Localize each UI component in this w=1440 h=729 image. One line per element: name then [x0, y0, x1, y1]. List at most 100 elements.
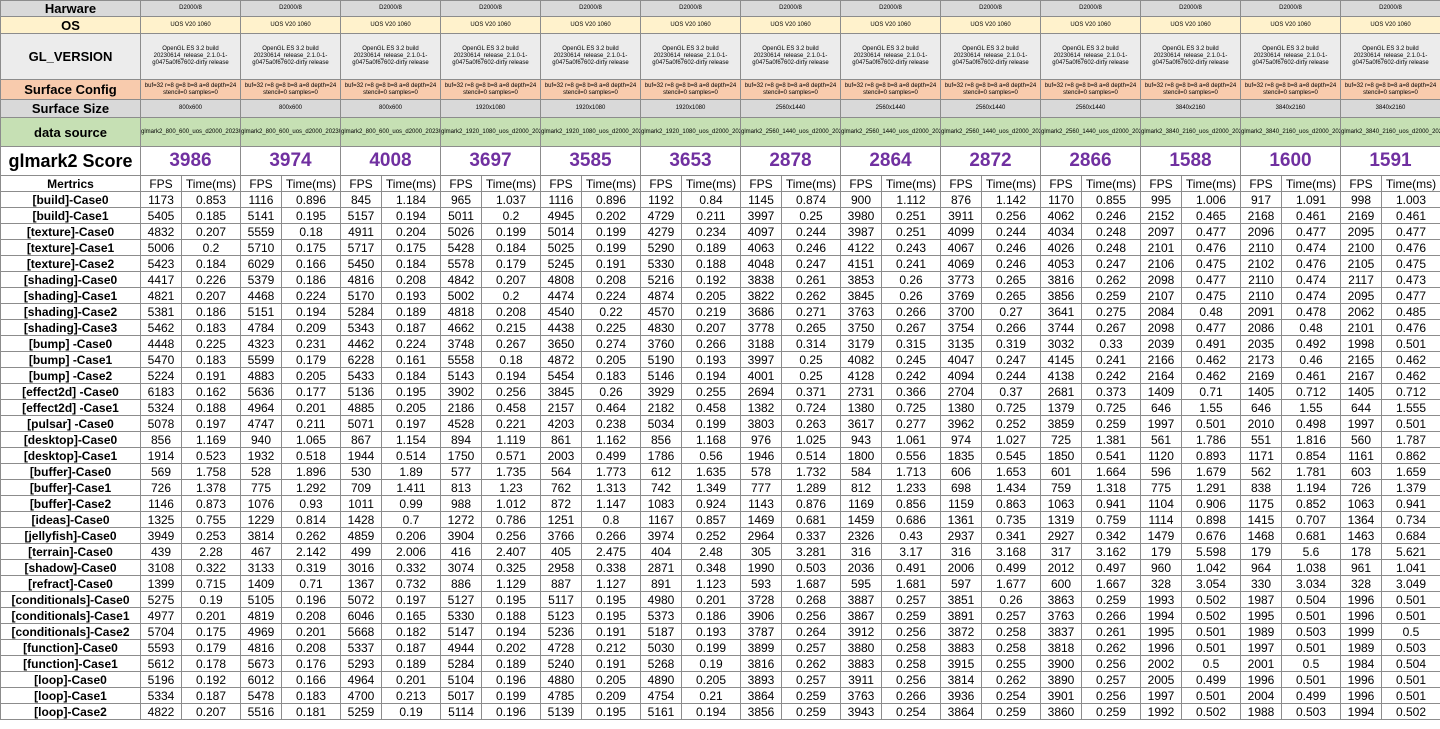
fps-value: 646 [1140, 399, 1182, 416]
fps-value: 4528 [440, 415, 482, 432]
gl-version-cell: OpenGL ES 3.2 build 20230614_release_2.1… [340, 33, 441, 80]
fps-value: 328 [1340, 575, 1382, 592]
fps-value: 606 [940, 463, 982, 480]
fps-value: 4980 [640, 591, 682, 608]
surface-size-cell: 800x600 [140, 99, 241, 118]
time-value: 0.209 [281, 319, 341, 336]
fps-value: 1143 [740, 495, 782, 512]
time-value: 0.501 [1381, 687, 1440, 704]
time-value: 0.475 [1181, 255, 1241, 272]
fps-value: 917 [1240, 191, 1282, 208]
time-value: 0.514 [381, 447, 441, 464]
time-value: 5.621 [1381, 543, 1440, 560]
fps-value: 2105 [1340, 255, 1382, 272]
fps-value: 4785 [540, 687, 582, 704]
fps-value: 5334 [140, 687, 182, 704]
time-value: 0.476 [1281, 255, 1341, 272]
time-value: 0.462 [1381, 367, 1440, 384]
fps-value: 3867 [840, 607, 882, 624]
fps-value: 838 [1240, 479, 1282, 496]
fps-value: 1367 [340, 575, 382, 592]
fps-value: 998 [1340, 191, 1382, 208]
time-value: 0.242 [881, 367, 941, 384]
metric-name: [buffer]-Case2 [0, 495, 141, 512]
time-value: 0.197 [381, 415, 441, 432]
fps-value: 1463 [1340, 527, 1382, 544]
fps-value: 3803 [740, 415, 782, 432]
time-value: 0.194 [381, 207, 441, 224]
fps-value: 5216 [640, 271, 682, 288]
time-value: 0.205 [281, 367, 341, 384]
fps-value: 5405 [140, 207, 182, 224]
fps-value: 2106 [1140, 255, 1182, 272]
fps-value: 3883 [940, 639, 982, 656]
score-value: 3585 [540, 146, 641, 176]
fps-value: 5002 [440, 287, 482, 304]
gl-version-cell: OpenGL ES 3.2 build 20230614_release_2.1… [1140, 33, 1241, 80]
fps-value: 1251 [540, 511, 582, 528]
fps-value: 1405 [1340, 383, 1382, 400]
fps-value: 3997 [740, 207, 782, 224]
fps-value: 3763 [840, 303, 882, 320]
time-value: 0.503 [781, 559, 841, 576]
time-value: 0.71 [1181, 383, 1241, 400]
score-value: 2864 [840, 146, 941, 176]
time-value: 0.99 [381, 495, 441, 512]
time-value: 1.653 [981, 463, 1041, 480]
table-row: [buffer]-Case0 569 1.758 528 1.896 530 1.89 577… [0, 463, 1440, 480]
fps-value: 4047 [940, 351, 982, 368]
fps-value: 1409 [240, 575, 282, 592]
score-row: glmark2 Score 3986 3974 4008 3697 3585 3653 287… [0, 146, 1440, 176]
time-value: 0.187 [381, 639, 441, 656]
time-value: 3.281 [781, 543, 841, 560]
fps-value: 6046 [340, 607, 382, 624]
time-value: 5.6 [1281, 543, 1341, 560]
fps-value: 3911 [840, 671, 882, 688]
time-value: 0.262 [781, 287, 841, 304]
time-value: 1.786 [1181, 431, 1241, 448]
fps-value: 3997 [740, 351, 782, 368]
time-value: 0.26 [981, 591, 1041, 608]
time-value: 0.208 [281, 607, 341, 624]
time-value: 0.244 [981, 223, 1041, 240]
gl-version-cell: OpenGL ES 3.2 build 20230614_release_2.1… [940, 33, 1041, 80]
fps-value: 4885 [340, 399, 382, 416]
time-value: 1.291 [1181, 479, 1241, 496]
fps-value: 1380 [940, 399, 982, 416]
gl-version-cell: OpenGL ES 3.2 build 20230614_release_2.1… [540, 33, 641, 80]
fps-value: 3617 [840, 415, 882, 432]
fps-value: 5139 [540, 703, 582, 720]
time-value: 0.231 [281, 335, 341, 352]
table-row: [shadow]-Case0 3108 0.322 3133 0.319 3016 0.33… [0, 559, 1440, 576]
fps-value: 1399 [140, 575, 182, 592]
fps-value: 3641 [1040, 303, 1082, 320]
time-value: 0.253 [181, 527, 241, 544]
fps-value: 2110 [1240, 287, 1282, 304]
time-value: 1.025 [781, 431, 841, 448]
fps-value: 3016 [340, 559, 382, 576]
time-value: 0.221 [481, 415, 541, 432]
fps-value: 5559 [240, 223, 282, 240]
fps-value: 1997 [1140, 415, 1182, 432]
time-value: 0.201 [281, 623, 341, 640]
time-value: 0.755 [181, 511, 241, 528]
fps-value: 5104 [440, 671, 482, 688]
time-value: 0.181 [281, 703, 341, 720]
time-value: 0.37 [981, 383, 1041, 400]
time-value: 0.224 [281, 287, 341, 304]
os-cell: UOS V20 1060 [840, 16, 941, 34]
time-value: 0.458 [681, 399, 741, 416]
fps-value: 2095 [1340, 287, 1382, 304]
fps-value: 4816 [340, 271, 382, 288]
fps-value: 2035 [1240, 335, 1282, 352]
time-value: 1.635 [681, 463, 741, 480]
gl-version-cell: OpenGL ES 3.2 build 20230614_release_2.1… [740, 33, 841, 80]
metric-name: [function]-Case0 [0, 639, 141, 656]
fps-value: 5337 [340, 639, 382, 656]
metric-name: [shading]-Case1 [0, 287, 141, 304]
fps-value: 5078 [140, 415, 182, 432]
time-value: 0.2 [181, 239, 241, 256]
fps-value: 3929 [640, 383, 682, 400]
fps-value: 1169 [840, 495, 882, 512]
fps-value: 1011 [340, 495, 382, 512]
